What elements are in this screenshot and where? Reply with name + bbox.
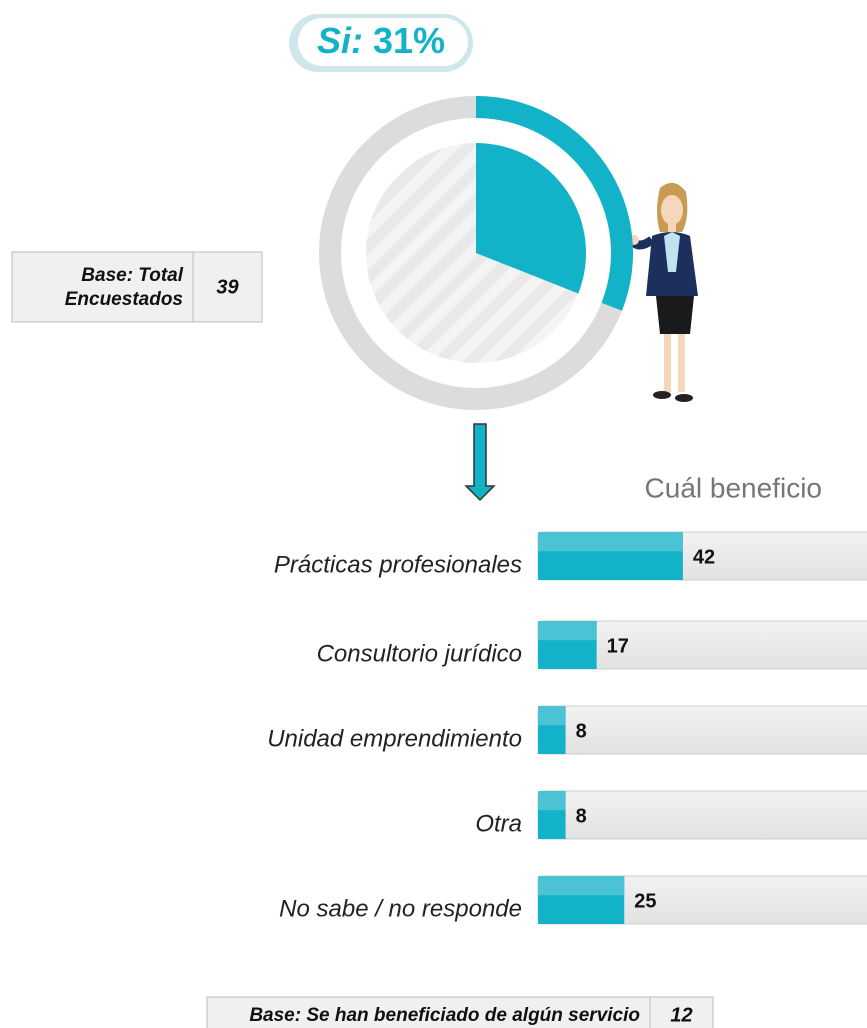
bar — [538, 532, 683, 580]
value-label: 17 — [607, 635, 629, 657]
base-label: Base: Total Encuestados — [65, 265, 184, 310]
arrow — [464, 423, 496, 502]
base-value: 12 — [670, 1004, 692, 1026]
pie-label: Si: 31% — [317, 20, 445, 61]
pie-segment — [476, 143, 586, 294]
donut-segment — [476, 96, 633, 311]
category-label: Prácticas profesionales — [274, 551, 522, 578]
category-label: No sabe / no responde — [279, 895, 522, 922]
bar-track — [537, 790, 867, 840]
value-label: 8 — [576, 805, 587, 827]
bar-upper — [538, 791, 566, 811]
value-label: 8 — [576, 720, 587, 742]
base-label: Base: Se han beneficiado de algún servic… — [249, 1005, 640, 1026]
bar — [538, 791, 566, 839]
pill — [298, 18, 468, 66]
value-label: 25 — [634, 890, 656, 912]
base-box — [11, 251, 263, 323]
bar — [538, 706, 566, 754]
pie-value-label: 31% — [373, 20, 445, 61]
bar-upper — [538, 532, 683, 552]
base-box — [206, 996, 714, 1028]
bar-upper — [538, 621, 597, 641]
bar — [538, 621, 597, 669]
bar-upper — [538, 876, 625, 896]
bar-track — [537, 705, 867, 755]
base-value: 39 — [216, 276, 239, 298]
woman-illustration — [628, 182, 698, 402]
chart-title: Cuál beneficio — [645, 472, 822, 503]
pie-label-name: Si: — [317, 20, 363, 61]
bar — [538, 876, 625, 924]
category-label: Otra — [475, 810, 522, 837]
bar-upper — [538, 706, 566, 726]
category-label: Consultorio jurídico — [317, 640, 522, 667]
value-label: 42 — [693, 546, 715, 568]
category-label: Unidad emprendimiento — [267, 725, 522, 752]
